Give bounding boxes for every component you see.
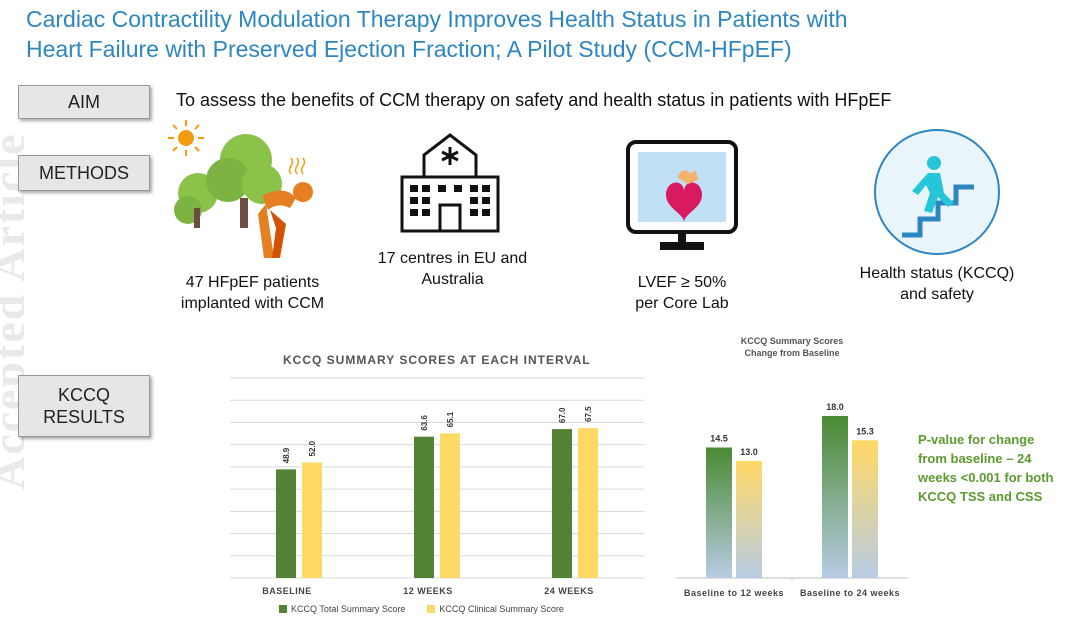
chart-1-category-24-weeks: 24 WEEKS [544,586,594,596]
chart-2-category-12-weeks: Baseline to 12 weeks [683,588,785,598]
aim-statement: To assess the benefits of CCM therapy on… [176,90,892,110]
methods-caption-patients-line-2: implanted with CCM [180,295,325,312]
methods-caption-patients: 47 HFpEF patients implanted with CCM [160,272,345,314]
chart-1-plot: 48.9 52.0 63.6 65.1 67.0 67.5 [230,377,644,579]
chart-1-data-label: 52.0 [308,440,317,456]
chart-2-bar [852,440,878,578]
patient-with-trees-icon [166,118,326,263]
chart-1-bar [302,462,322,578]
climbing-stairs-icon [872,127,1002,257]
hospital-building-icon [394,133,506,233]
methods-caption-lvef-line-1: LVEF ≥ 50% [637,274,727,291]
methods-label-text: METHODS [39,162,129,183]
title-line-1: Cardiac Contractility Modulation Therapy… [26,6,848,32]
legend-swatch-total [279,605,287,613]
aim-label-text: AIM [67,91,100,112]
p-value-line-2: from baseline – 24 [918,451,1032,466]
chart-2-title-line-1: KCCQ Summary Scores [740,336,844,346]
chart-1-legend: KCCQ Total Summary Score KCCQ Clinical S… [279,604,586,614]
p-value-line-1: P-value for change [918,432,1035,447]
legend-label-clinical: KCCQ Clinical Summary Score [439,604,564,614]
methods-caption-centres: 17 centres in EU and Australia [360,248,545,290]
methods-caption-health-line-2: and safety [900,286,974,303]
chart-1-bar [440,433,460,578]
results-label-line-1: KCCQ [57,385,110,405]
methods-caption-patients-line-1: 47 HFpEF patients [185,274,320,291]
heart-monitor-icon [626,140,738,265]
p-value-note: P-value for change from baseline – 24 we… [918,430,1078,506]
results-label: KCCQ RESULTS [18,375,150,437]
chart-2-data-label: 18.0 [826,402,844,412]
chart-2-data-label: 14.5 [710,434,728,444]
chart-1-data-label: 67.0 [558,407,567,423]
methods-caption-lvef: LVEF ≥ 50% per Core Lab [598,272,766,314]
chart-2-bar [736,461,762,578]
legend-item-total: KCCQ Total Summary Score [279,604,405,614]
chart-2-data-label: 13.0 [740,447,758,457]
chart-1-category-baseline: BASELINE [262,586,312,596]
methods-caption-lvef-line-2: per Core Lab [635,295,729,312]
chart-1-bar [578,428,598,578]
chart-2-title: KCCQ Summary Scores Change from Baseline [717,335,867,359]
methods-caption-centres-line-1: 17 centres in EU and [377,250,528,267]
chart-1-bar [414,436,434,578]
chart-1-bar [552,429,572,578]
chart-2-category-24-weeks: Baseline to 24 weeks [799,588,901,598]
chart-2-plot: 14.5 13.0 18.0 15.3 [676,402,908,580]
aim-label: AIM [18,85,150,119]
legend-swatch-clinical [427,605,436,613]
chart-1-data-label: 48.9 [282,447,291,463]
methods-caption-health: Health status (KCCQ) and safety [838,263,1036,305]
chart-1-category-12-weeks: 12 WEEKS [403,586,453,596]
chart-1-data-label: 63.6 [420,415,429,431]
methods-caption-health-line-1: Health status (KCCQ) [859,265,1015,282]
page-title: Cardiac Contractility Modulation Therapy… [26,4,1066,64]
chart-1-data-label: 65.1 [446,411,455,427]
methods-caption-centres-line-2: Australia [421,271,484,288]
legend-label-total: KCCQ Total Summary Score [291,604,406,614]
chart-2-bar [822,416,848,578]
chart-1-bar [276,469,296,578]
title-line-2: Heart Failure with Preserved Ejection Fr… [26,36,792,62]
chart-2-bar [706,447,732,578]
results-label-line-2: RESULTS [43,407,125,427]
chart-1-title: KCCQ SUMMARY SCORES AT EACH INTERVAL [283,353,591,367]
p-value-line-4: KCCQ TSS and CSS [918,489,1043,504]
chart-2-data-label: 15.3 [856,426,874,436]
chart-2-title-line-2: Change from Baseline [744,348,840,358]
methods-label: METHODS [18,155,150,191]
p-value-line-3: weeks <0.001 for both [918,470,1054,485]
legend-item-clinical: KCCQ Clinical Summary Score [427,604,564,614]
chart-1-data-label: 67.5 [584,406,593,422]
